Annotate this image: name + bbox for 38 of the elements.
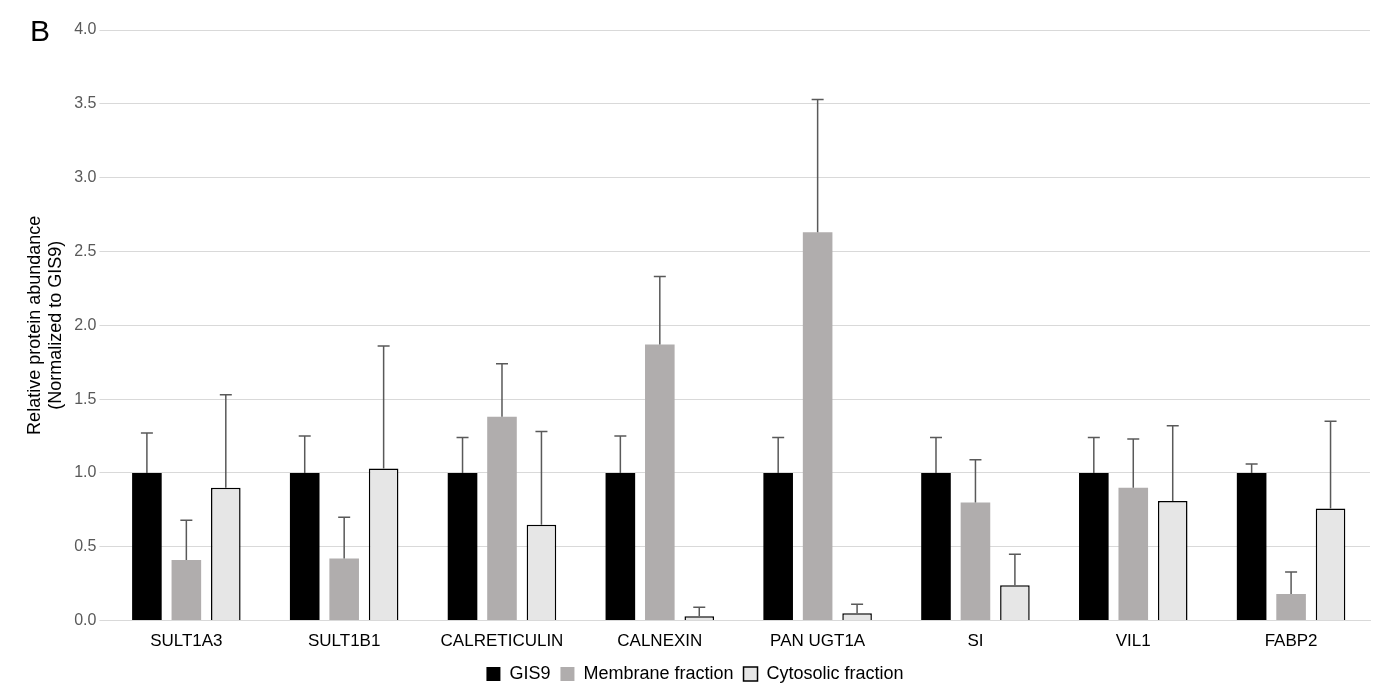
x-tick-label: SULT1A3 — [150, 631, 223, 651]
y-tick-label: 2.5 — [74, 241, 97, 259]
text: B — [30, 14, 51, 48]
bar — [645, 344, 675, 621]
x-tick-label: SULT1B1 — [307, 631, 381, 651]
bar — [329, 558, 359, 621]
y-axis-title: Relative protein abundance (Normalized to GIS9) — [23, 215, 66, 435]
y-tick-label: 1.5 — [74, 389, 97, 407]
y-tick-label: 4.0 — [74, 20, 97, 38]
y-tick-label: 3.0 — [74, 168, 97, 186]
y-tick-label: 3.5 — [74, 94, 97, 112]
bar — [802, 232, 833, 621]
bar — [1118, 487, 1149, 621]
bar — [1276, 594, 1306, 621]
x-tick-label: FABP2 — [1264, 631, 1318, 651]
legend-label: Cytosolic fraction — [766, 662, 904, 683]
bar — [487, 416, 517, 621]
legend-label: GIS9 — [509, 662, 551, 683]
x-tick-label: SI — [967, 631, 984, 651]
bar — [763, 472, 793, 621]
bar — [960, 502, 991, 621]
bar — [132, 472, 162, 621]
bar — [171, 560, 202, 621]
bar — [447, 472, 478, 621]
x-tick-label: PAN UGT1A — [770, 631, 866, 651]
y-tick-label: 0.5 — [74, 537, 97, 555]
legend-label: Membrane fraction — [583, 662, 734, 683]
bar — [1079, 472, 1109, 621]
bar — [1236, 472, 1267, 621]
x-tick-label: CALNEXIN — [617, 631, 703, 651]
y-tick-label: 1.0 — [74, 463, 97, 481]
bar — [289, 472, 320, 621]
y-tick-label: 2.0 — [74, 315, 97, 333]
x-tick-label: CALRETICULIN — [440, 631, 564, 651]
x-tick-label: VIL1 — [1115, 631, 1151, 651]
y-tick-label: 0.0 — [74, 611, 97, 629]
bar — [921, 472, 951, 621]
bar — [605, 472, 636, 621]
